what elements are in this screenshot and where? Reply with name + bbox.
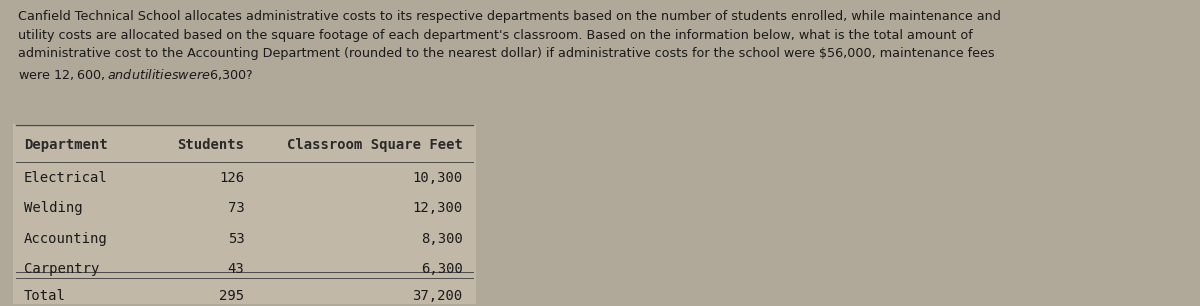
Text: 43: 43 [228,262,245,276]
Text: 6,300: 6,300 [421,262,462,276]
Text: 295: 295 [220,289,245,303]
Text: Students: Students [178,138,245,152]
Text: Department: Department [24,138,108,152]
Text: Electrical: Electrical [24,171,108,185]
Text: Carpentry: Carpentry [24,262,100,276]
Text: 10,300: 10,300 [413,171,462,185]
Text: 12,300: 12,300 [413,201,462,215]
Text: 8,300: 8,300 [421,232,462,245]
Text: Canfield Technical School allocates administrative costs to its respective depar: Canfield Technical School allocates admi… [18,10,1001,82]
Text: Classroom Square Feet: Classroom Square Feet [287,138,462,152]
FancyBboxPatch shape [13,124,476,306]
Text: 126: 126 [220,171,245,185]
Text: 73: 73 [228,201,245,215]
Text: Total: Total [24,289,66,303]
Text: Accounting: Accounting [24,232,108,245]
Text: Welding: Welding [24,201,83,215]
Text: 37,200: 37,200 [413,289,462,303]
Text: 53: 53 [228,232,245,245]
